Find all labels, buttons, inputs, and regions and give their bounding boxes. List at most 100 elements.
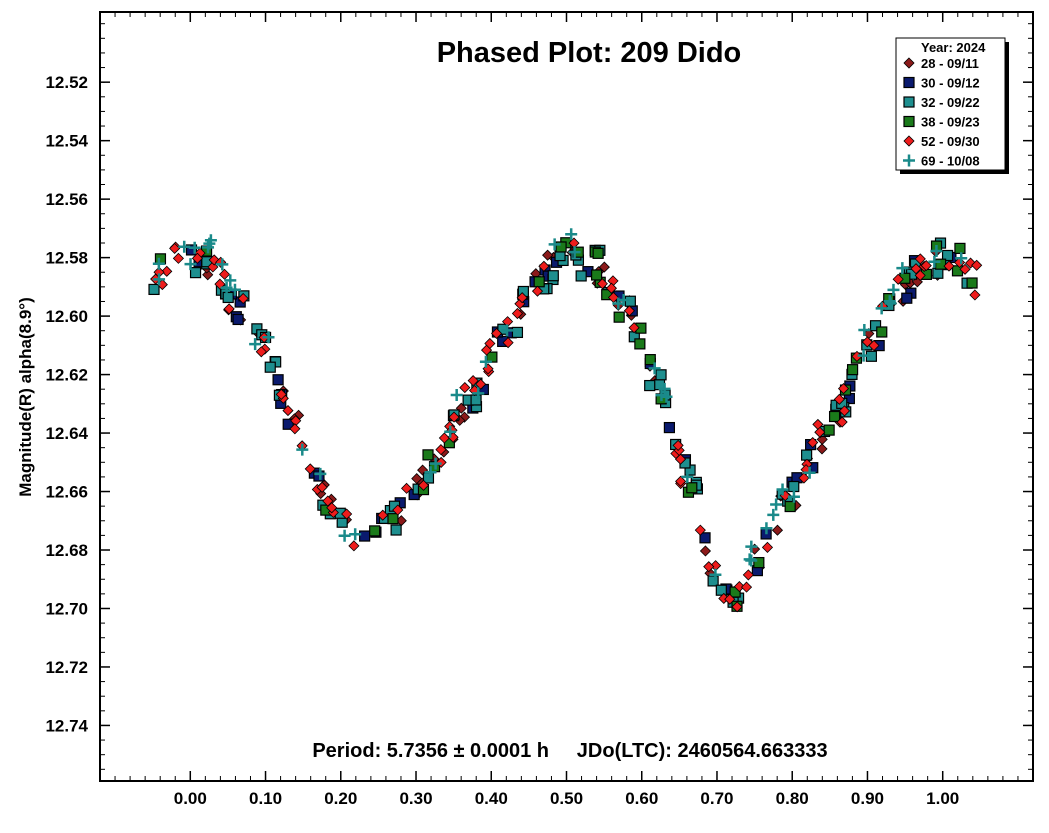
x-tick-label: 0.60: [625, 789, 658, 808]
data-point: [444, 425, 457, 438]
y-axis-ticks: 12.52 12.54 12.56 12.58 12.60 12.62 12.64 12.66…: [45, 23, 1033, 770]
data-point: [502, 337, 514, 349]
legend-marker: [903, 154, 915, 167]
data-point: [731, 601, 743, 613]
data-point: [672, 439, 684, 451]
data-point: [232, 313, 244, 326]
data-point: [623, 305, 635, 317]
data-point: [875, 302, 888, 315]
data-point: [316, 481, 328, 493]
data-point: [761, 541, 774, 553]
legend-entry-label: 32 - 09/22: [921, 95, 980, 110]
data-point: [313, 470, 325, 482]
data-point: [484, 337, 496, 350]
data-point: [565, 228, 578, 241]
chart-title: Phased Plot: 209 Dido: [437, 37, 742, 69]
y-tick-label: 12.66: [45, 483, 88, 502]
data-point: [767, 508, 780, 521]
data-point: [655, 369, 667, 381]
legend-marker: [903, 57, 915, 69]
data-point: [448, 411, 460, 423]
data-point: [823, 424, 835, 436]
data-point: [148, 283, 160, 296]
data-point: [450, 388, 463, 401]
data-point: [348, 540, 360, 552]
data-point: [914, 269, 926, 281]
data-point: [169, 242, 181, 254]
data-point: [204, 234, 217, 247]
data-point: [624, 295, 636, 307]
data-point: [892, 273, 904, 285]
data-point: [341, 508, 353, 520]
data-point: [590, 269, 603, 281]
data-point: [887, 283, 900, 296]
y-tick-label: 12.64: [45, 424, 88, 443]
data-point: [161, 265, 173, 277]
data-point: [548, 238, 561, 251]
data-point: [401, 482, 413, 494]
data-point: [470, 394, 482, 406]
data-point: [326, 502, 338, 514]
data-point: [511, 307, 523, 320]
legend-entry-label: 38 - 09/23: [921, 115, 980, 130]
data-point: [605, 282, 617, 294]
data-point: [628, 322, 640, 334]
data-point: [185, 244, 198, 256]
data-point: [857, 349, 870, 362]
data-point: [555, 241, 567, 253]
y-tick-label: 12.74: [45, 716, 88, 735]
data-point: [788, 480, 800, 493]
x-tick-label: 0.10: [249, 789, 282, 808]
data-point: [392, 504, 404, 516]
data-point: [296, 443, 309, 456]
data-point: [207, 261, 219, 273]
data-point: [694, 524, 706, 536]
data-point: [429, 457, 442, 470]
data-point: [742, 569, 754, 581]
data-point: [760, 522, 773, 535]
x-tick-label: 0.90: [851, 789, 884, 808]
data-point: [745, 554, 758, 567]
data-point: [776, 483, 789, 496]
data-point: [753, 556, 765, 569]
data-point: [816, 443, 828, 455]
x-tick-label: 0.30: [399, 789, 432, 808]
data-point: [359, 530, 371, 542]
data-point: [943, 260, 955, 272]
data-point: [941, 249, 954, 262]
data-point: [928, 255, 941, 268]
y-tick-label: 12.62: [45, 366, 88, 385]
data-point: [228, 283, 241, 296]
data-point: [703, 561, 715, 573]
y-axis-label: Magnitude(R) alpha(8.9°): [16, 297, 35, 496]
x-tick-label: 0.80: [776, 789, 809, 808]
data-point: [613, 311, 625, 323]
data-point: [724, 593, 736, 605]
y-tick-label: 12.60: [45, 307, 88, 326]
data-point: [262, 331, 275, 344]
x-axis-ticks: 0.00 0.10 0.20 0.30 0.40 0.50 0.60 0.70 0.80 0.90…: [114, 12, 1019, 808]
data-point: [798, 472, 810, 484]
legend-entry-label: 69 - 10/08: [921, 154, 980, 169]
x-tick-label: 1.00: [926, 789, 959, 808]
data-point: [568, 246, 581, 259]
data-point: [422, 449, 434, 461]
data-point: [868, 339, 880, 352]
legend: Year: 2024 28 - 09/11 30 - 09/12 32 - 09/2…: [895, 37, 1009, 174]
data-point: [648, 362, 661, 375]
data-point: [349, 528, 362, 541]
data-point: [699, 532, 711, 544]
data-points: [148, 228, 983, 613]
y-tick-label: 12.72: [45, 658, 88, 677]
data-point: [282, 418, 294, 430]
data-point: [715, 584, 727, 596]
data-point: [920, 260, 932, 272]
data-point: [547, 270, 559, 282]
data-point: [255, 346, 267, 358]
legend-items: 28 - 09/11 30 - 09/12 32 - 09/22 38 - 09/23…: [903, 56, 980, 169]
data-point: [740, 581, 753, 593]
data-point: [812, 418, 824, 430]
legend-marker: [903, 135, 915, 147]
data-point: [644, 379, 656, 392]
